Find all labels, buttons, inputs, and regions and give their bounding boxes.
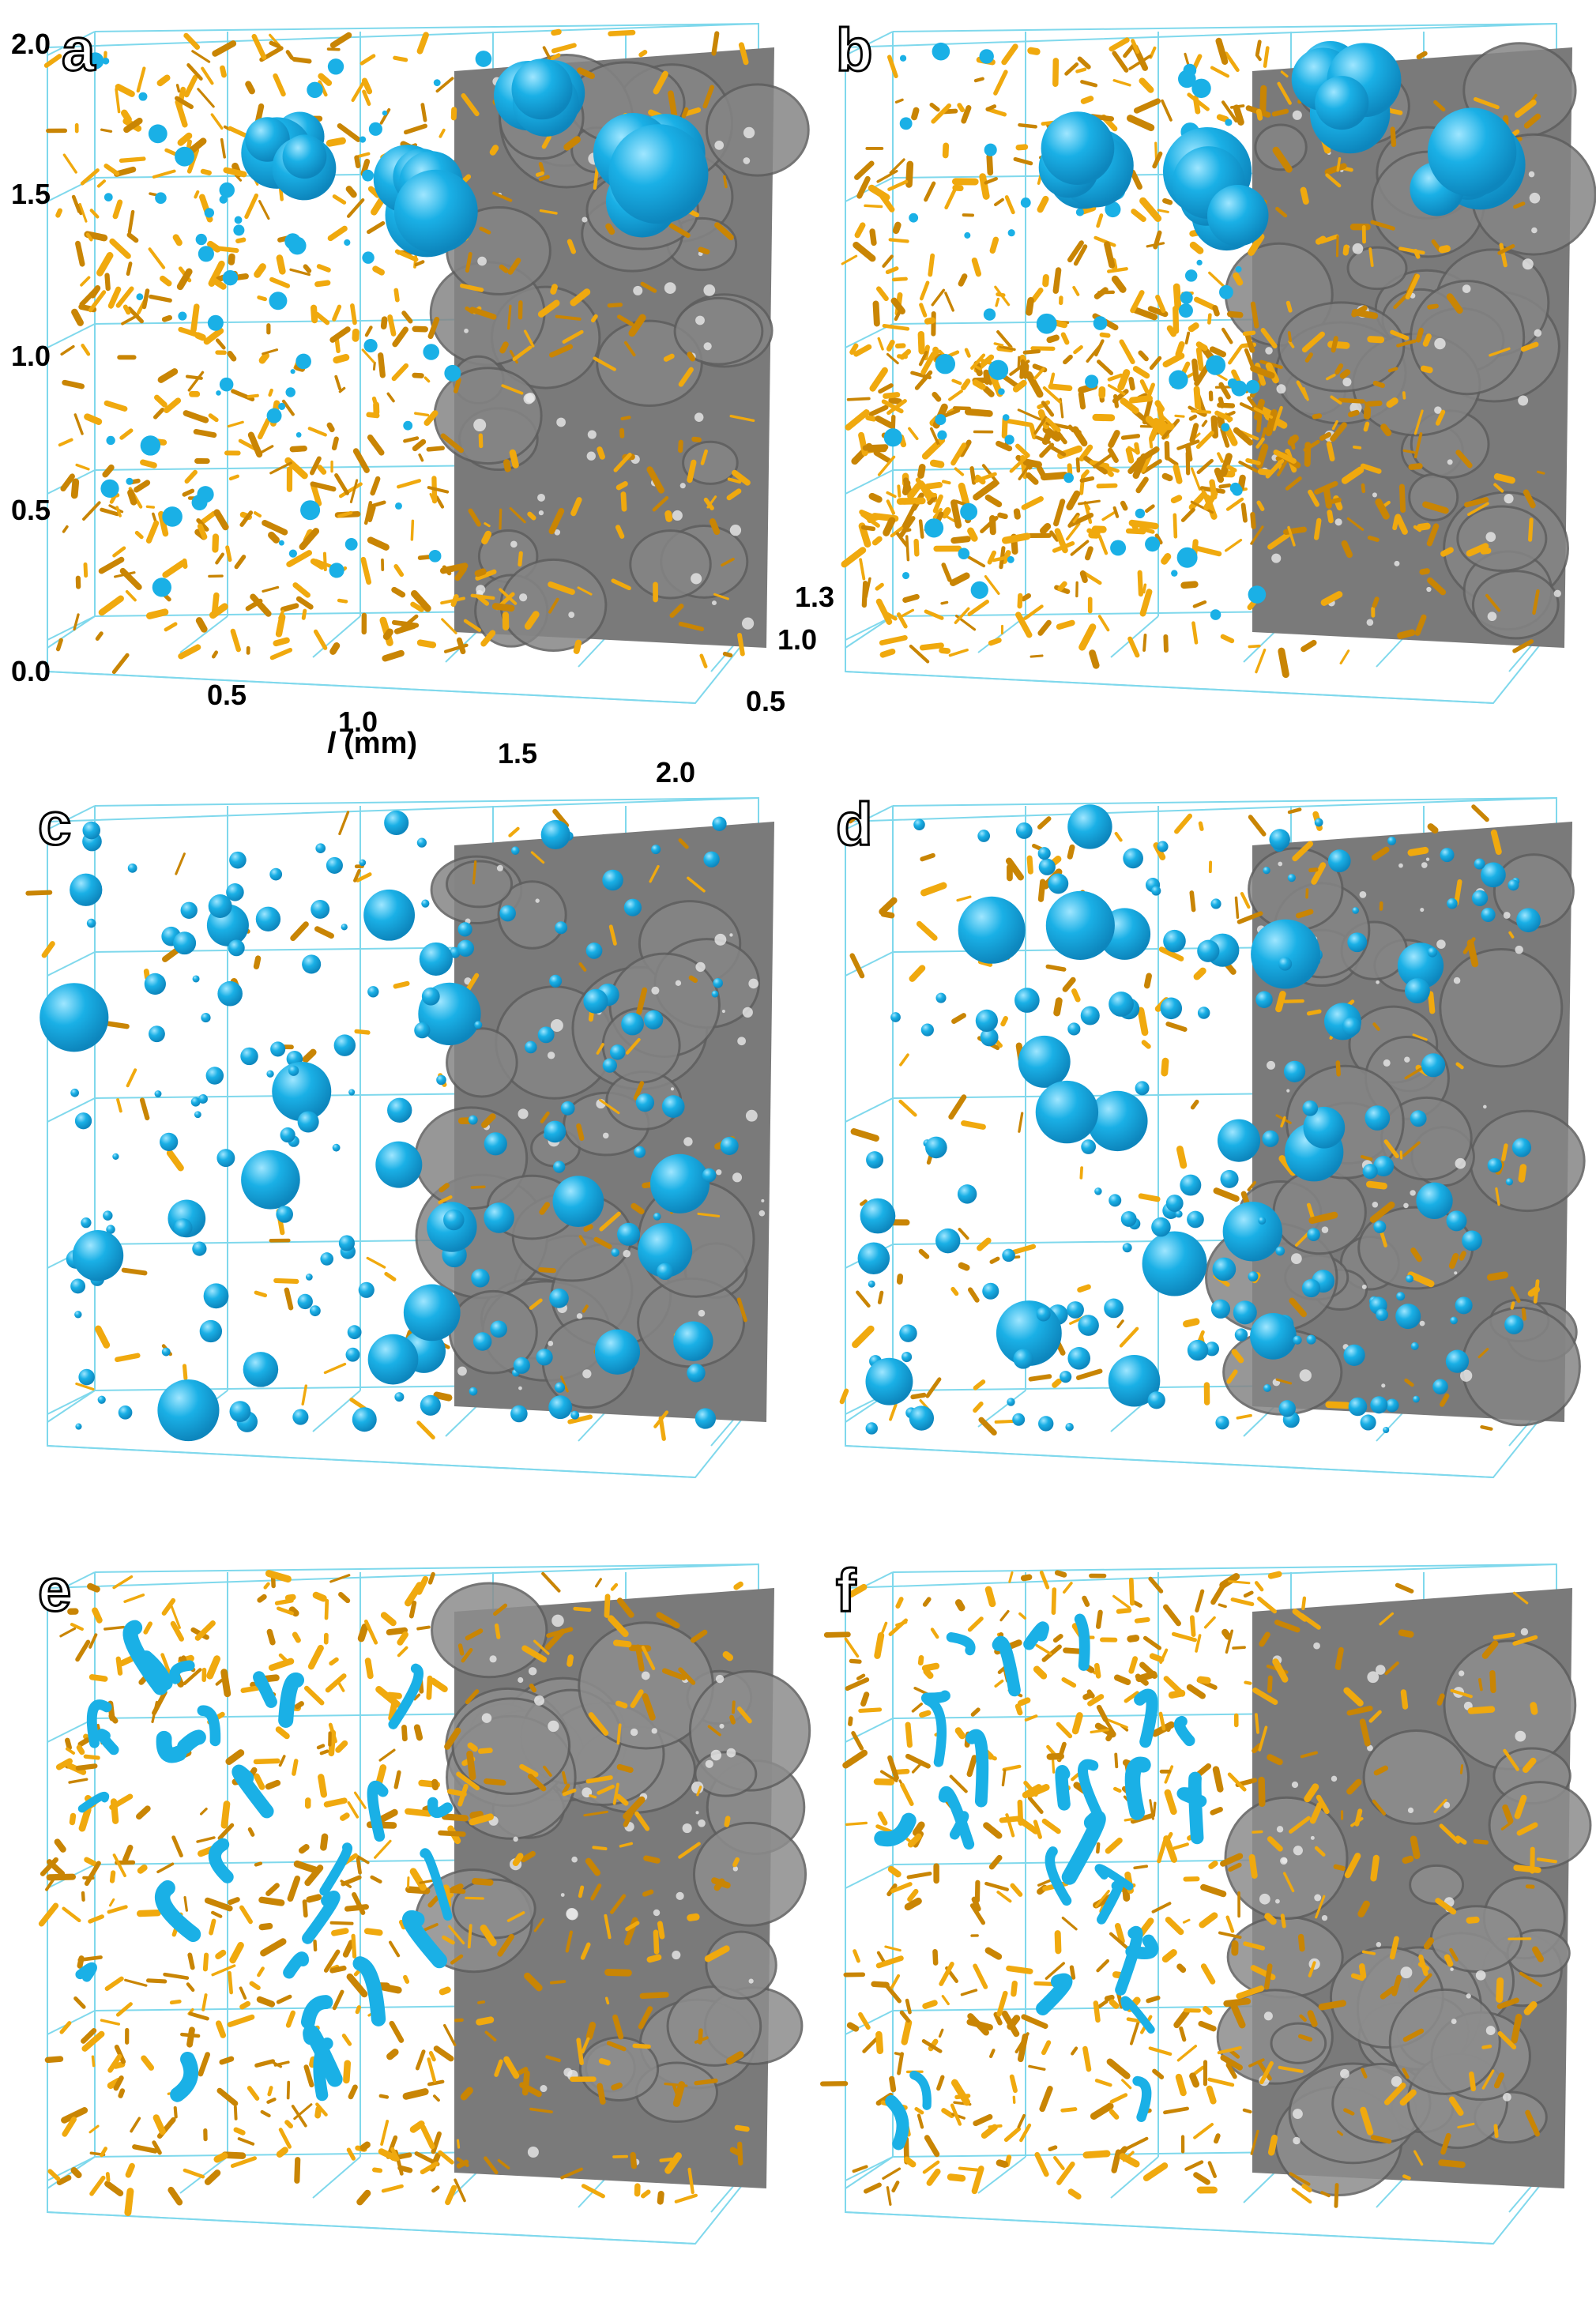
panel-c: c	[0, 774, 790, 1533]
y-tick-2.0: 2.0	[11, 28, 51, 60]
volume-rendering-b	[841, 22, 1596, 705]
panel-label-b: b	[834, 17, 873, 84]
blue-phase-d	[857, 804, 1541, 1435]
y-tick-0.5: 0.5	[11, 494, 51, 526]
x-axis-title: l (mm)	[327, 727, 417, 761]
volume-rendering-d	[839, 796, 1586, 1479]
z-tick-1.0: 1.0	[777, 623, 818, 656]
x-tick-1.0: 1.0	[338, 706, 378, 738]
panel-f: f	[798, 1541, 1592, 2307]
panel-label-f: f	[834, 1557, 856, 1624]
y-tick-1.0: 1.0	[11, 340, 51, 372]
panel-b: b	[798, 0, 1596, 766]
ct-slice-c	[414, 822, 774, 1422]
x-axis-symbol: l	[327, 727, 336, 760]
panel-label-e: e	[36, 1557, 72, 1624]
blue-phase-e	[75, 1620, 453, 2102]
x-tick-2.0: 2.0	[656, 756, 696, 788]
blue-phase-c	[40, 810, 739, 1442]
panel-label-d: d	[834, 791, 873, 858]
y-tick-1.5: 1.5	[11, 178, 51, 210]
x-axis-unit: (mm)	[344, 727, 418, 760]
blue-phase-f	[874, 1613, 1207, 2151]
blue-phase-a	[86, 51, 709, 597]
blue-phase-b	[883, 40, 1526, 620]
volume-rendering-e	[38, 1563, 811, 2245]
z-tick-0.5: 0.5	[746, 685, 786, 717]
panel-label-c: c	[36, 791, 72, 858]
ct-slice-e	[414, 1582, 811, 2188]
x-tick-0.5: 0.5	[207, 679, 247, 711]
ct-slice-b	[1224, 42, 1596, 648]
z-tick-1.3: 1.3	[795, 581, 835, 613]
volume-rendering-f	[820, 1563, 1592, 2245]
panel-label-a: a	[60, 17, 96, 84]
volume-rendering-a	[43, 22, 810, 705]
y-tick-0.0: 0.0	[11, 655, 51, 687]
x-tick-1.5: 1.5	[498, 737, 538, 770]
orange-phase-f	[820, 1570, 1557, 2208]
panel-d: d	[798, 774, 1588, 1533]
panel-a: a	[0, 0, 810, 766]
orange-phase-e	[38, 1570, 752, 2217]
panel-e: e	[0, 1541, 811, 2307]
ct-slice-f	[1216, 1588, 1592, 2197]
volume-rendering-c	[25, 796, 774, 1479]
